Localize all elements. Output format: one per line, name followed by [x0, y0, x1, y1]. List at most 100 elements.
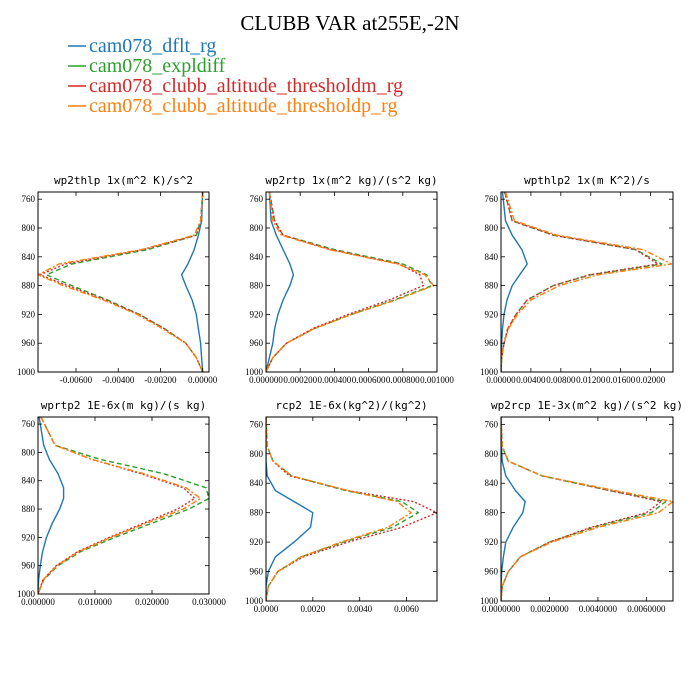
- y-tick-label: 920: [485, 309, 499, 319]
- x-tick-label: 0.030000: [192, 597, 226, 607]
- panel-3: wpthlp2 1x(m K^2)/s 760 800 840 880 920 960 100…: [480, 174, 674, 385]
- plot-frame: [265, 416, 438, 602]
- x-tick-label: 0.000800: [386, 375, 420, 385]
- x-tick-label: 0.0040000: [579, 604, 618, 614]
- y-tick-label: 760: [250, 419, 264, 429]
- series-line-cam078_expldiff: [501, 192, 663, 372]
- series-line-cam078_clubb_altitude_thresholdm_rg: [501, 192, 659, 372]
- x-tick-label: 0.0060000: [627, 604, 666, 614]
- y-tick-label: 840: [485, 252, 499, 262]
- x-tick-label: 0.01200: [576, 375, 606, 385]
- y-tick-label: 760: [250, 194, 264, 204]
- panel-2: wp2rtp 1x(m^2 kg)/(s^2 kg)760 800 840 880 92…: [245, 174, 454, 385]
- plot-frame: [500, 416, 674, 602]
- x-tick-label: 0.0020000: [530, 604, 569, 614]
- x-tick-label: 0.000600: [352, 375, 386, 385]
- panel-title: wp2thlp 1x(m^2 K)/s^2: [54, 174, 193, 187]
- y-tick-label: 920: [250, 309, 264, 319]
- series-line-cam078_clubb_altitude_thresholdm_rg: [266, 417, 437, 601]
- legend: cam078_dflt_rgcam078_expldiffcam078_club…: [68, 35, 403, 117]
- y-tick-label: 880: [22, 281, 36, 291]
- y-tick-label: 960: [250, 338, 264, 348]
- y-tick-label: 880: [22, 504, 36, 514]
- x-tick-label: 0.0060: [394, 604, 419, 614]
- y-tick-label: 760: [22, 194, 36, 204]
- panel-title: wp2rtp 1x(m^2 kg)/(s^2 kg): [265, 174, 437, 187]
- y-tick-label: 960: [22, 338, 36, 348]
- y-tick-label: 800: [250, 223, 264, 233]
- plot-frame: [37, 191, 210, 373]
- y-tick-label: 1000: [17, 367, 36, 377]
- y-tick-label: 960: [485, 567, 499, 577]
- legend-label-cam078_expldiff: cam078_expldiff: [89, 55, 226, 77]
- x-tick-label: -0.00600: [60, 375, 93, 385]
- series-line-cam078_dflt_rg: [266, 417, 314, 601]
- x-tick-label: 0.000200: [283, 375, 317, 385]
- x-tick-label: 0.000400: [318, 375, 352, 385]
- y-tick-label: 840: [250, 478, 264, 488]
- series-line-cam078_clubb_altitude_thresholdm_rg: [501, 417, 662, 601]
- y-tick-label: 800: [250, 449, 264, 459]
- x-tick-label: 0.00000: [486, 375, 516, 385]
- y-tick-label: 880: [250, 508, 264, 518]
- x-tick-label: 0.020000: [135, 597, 169, 607]
- series-group: [266, 417, 437, 601]
- y-tick-label: 880: [485, 508, 499, 518]
- x-tick-label: 0.0000: [254, 604, 279, 614]
- series-line-cam078_dflt_rg: [266, 192, 295, 372]
- y-tick-label: 760: [22, 419, 36, 429]
- series-line-cam078_expldiff: [266, 417, 419, 601]
- x-tick-label: 0.02000: [636, 375, 666, 385]
- x-tick-label: 0.000000: [249, 375, 283, 385]
- x-tick-label: -0.00200: [144, 375, 177, 385]
- plot-frame: [500, 191, 674, 373]
- y-tick-label: 760: [485, 419, 499, 429]
- panel-title: rcp2 1E-6x(kg^2)/(kg^2): [275, 399, 427, 412]
- x-tick-label: 0.00800: [546, 375, 576, 385]
- series-line-cam078_clubb_altitude_thresholdp_rg: [38, 417, 202, 594]
- panel-6: wp2rcp 1E-3x(m^2 kg)/(s^2 kg) 760 800 840 88…: [480, 399, 683, 614]
- y-tick-label: 1000: [480, 367, 499, 377]
- y-tick-label: 1000: [480, 596, 499, 606]
- series-group: [266, 192, 435, 372]
- x-tick-label: 0.000000: [21, 597, 55, 607]
- series-line-cam078_expldiff: [38, 417, 209, 594]
- panel-title: wprtp2 1E-6x(m kg)/(s kg): [41, 399, 207, 412]
- series-line-cam078_clubb_altitude_thresholdp_rg: [266, 417, 412, 601]
- series-line-cam078_expldiff: [45, 192, 204, 372]
- series-line-cam078_expldiff: [501, 417, 667, 601]
- x-tick-label: 0.0020: [300, 604, 325, 614]
- y-tick-label: 920: [250, 537, 264, 547]
- y-tick-label: 760: [485, 194, 499, 204]
- legend-label-cam078_clubb_altitude_thresholdm_rg: cam078_clubb_altitude_thresholdm_rg: [89, 75, 403, 97]
- plot-frame: [37, 416, 210, 595]
- series-line-cam078_clubb_altitude_thresholdm_rg: [38, 417, 196, 594]
- series-line-cam078_dflt_rg: [38, 417, 65, 594]
- y-tick-label: 840: [485, 478, 499, 488]
- y-tick-label: 1000: [245, 596, 264, 606]
- series-group: [501, 192, 673, 372]
- series-line-cam078_clubb_altitude_thresholdp_rg: [501, 192, 673, 372]
- plot-frame: [265, 191, 438, 373]
- series-group: [501, 417, 673, 601]
- figure-title: CLUBB VAR at255E,-2N: [240, 11, 459, 35]
- x-tick-label: 0.01600: [606, 375, 636, 385]
- y-tick-label: 880: [250, 281, 264, 291]
- x-tick-label: -0.00400: [102, 375, 135, 385]
- panel-title: wpthlp2 1x(m K^2)/s: [524, 174, 650, 187]
- y-tick-label: 1000: [245, 367, 264, 377]
- series-group: [38, 417, 209, 594]
- legend-label-cam078_dflt_rg: cam078_dflt_rg: [89, 35, 216, 57]
- y-tick-label: 920: [22, 309, 36, 319]
- y-tick-label: 960: [250, 567, 264, 577]
- series-line-cam078_clubb_altitude_thresholdp_rg: [501, 417, 673, 601]
- y-tick-label: 840: [22, 476, 36, 486]
- series-line-cam078_dflt_rg: [501, 417, 526, 601]
- x-tick-label: 0.00000: [188, 375, 218, 385]
- panel-1: wp2thlp 1x(m^2 K)/s^2 760 800 840 880 920 960 1…: [17, 174, 218, 385]
- y-tick-label: 920: [485, 537, 499, 547]
- y-tick-label: 800: [485, 223, 499, 233]
- y-tick-label: 920: [22, 532, 36, 542]
- series-group: [38, 192, 204, 372]
